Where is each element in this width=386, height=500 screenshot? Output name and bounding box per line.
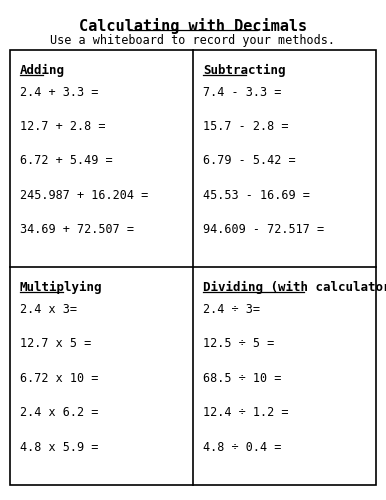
- Text: Multiplying: Multiplying: [20, 281, 103, 294]
- Text: 4.8 ÷ 0.4 =: 4.8 ÷ 0.4 =: [203, 440, 281, 454]
- Text: Adding: Adding: [20, 64, 65, 77]
- Text: 4.8 x 5.9 =: 4.8 x 5.9 =: [20, 440, 98, 454]
- Text: 94.609 - 72.517 =: 94.609 - 72.517 =: [203, 223, 324, 236]
- Text: 245.987 + 16.204 =: 245.987 + 16.204 =: [20, 188, 148, 202]
- Text: 34.69 + 72.507 =: 34.69 + 72.507 =: [20, 223, 134, 236]
- Text: 2.4 + 3.3 =: 2.4 + 3.3 =: [20, 86, 98, 99]
- Text: 6.79 - 5.42 =: 6.79 - 5.42 =: [203, 154, 296, 168]
- Text: 12.7 + 2.8 =: 12.7 + 2.8 =: [20, 120, 105, 133]
- Text: 2.4 x 6.2 =: 2.4 x 6.2 =: [20, 406, 98, 419]
- Text: Use a whiteboard to record your methods.: Use a whiteboard to record your methods.: [51, 34, 335, 47]
- Text: 12.5 ÷ 5 =: 12.5 ÷ 5 =: [203, 338, 274, 350]
- Text: 68.5 ÷ 10 =: 68.5 ÷ 10 =: [203, 372, 281, 385]
- Text: 45.53 - 16.69 =: 45.53 - 16.69 =: [203, 188, 310, 202]
- Text: 6.72 + 5.49 =: 6.72 + 5.49 =: [20, 154, 113, 168]
- Text: 6.72 x 10 =: 6.72 x 10 =: [20, 372, 98, 385]
- Text: Calculating with Decimals: Calculating with Decimals: [79, 18, 307, 34]
- Text: Subtracting: Subtracting: [203, 64, 286, 77]
- Text: 15.7 - 2.8 =: 15.7 - 2.8 =: [203, 120, 288, 133]
- Text: Dividing (with calculator): Dividing (with calculator): [203, 281, 386, 294]
- Text: 2.4 ÷ 3=: 2.4 ÷ 3=: [203, 303, 260, 316]
- Text: 12.7 x 5 =: 12.7 x 5 =: [20, 338, 91, 350]
- Text: 12.4 ÷ 1.2 =: 12.4 ÷ 1.2 =: [203, 406, 288, 419]
- Text: 2.4 x 3=: 2.4 x 3=: [20, 303, 77, 316]
- Bar: [10, 50, 376, 485]
- Text: 7.4 - 3.3 =: 7.4 - 3.3 =: [203, 86, 281, 99]
